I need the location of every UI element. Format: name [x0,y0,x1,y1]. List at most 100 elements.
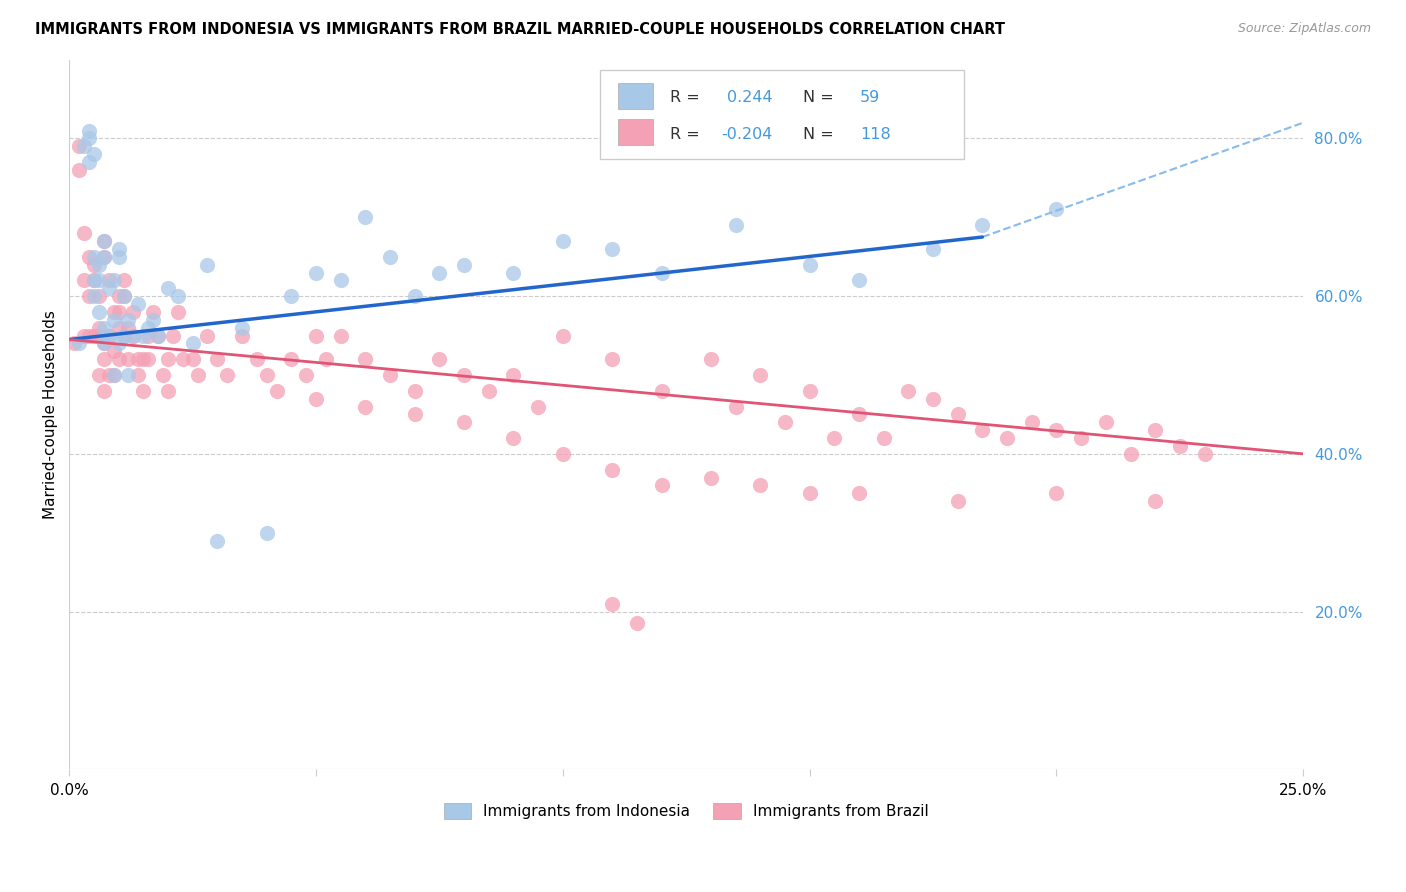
Point [136,352,159,367]
Point [166,289,188,303]
Point [404,384,426,398]
Point [87,368,110,382]
Point [181,336,204,351]
Point [107,320,129,334]
Point [142,305,165,319]
Point [404,408,426,422]
Point [354,400,377,414]
Point [77,250,100,264]
Point [67,139,90,153]
Text: IMMIGRANTS FROM INDONESIA VS IMMIGRANTS FROM BRAZIL MARRIED-COUPLE HOUSEHOLDS CO: IMMIGRANTS FROM INDONESIA VS IMMIGRANTS … [35,22,1005,37]
Point [107,305,129,319]
Point [156,352,179,367]
Point [551,447,574,461]
Point [103,368,125,382]
Point [295,368,318,382]
Text: R =: R = [671,90,704,104]
Point [87,289,110,303]
Point [551,234,574,248]
Point [83,258,105,272]
Point [651,478,673,492]
Point [87,305,110,319]
Point [112,289,135,303]
Point [83,273,105,287]
Point [97,328,120,343]
Point [122,328,145,343]
Point [73,273,96,287]
Point [93,234,115,248]
Point [527,400,550,414]
Point [146,328,169,343]
Point [87,258,110,272]
Point [93,234,115,248]
Point [749,478,772,492]
Point [83,147,105,161]
Point [453,415,475,429]
Point [83,273,105,287]
Point [103,344,125,359]
Point [217,368,239,382]
Point [166,305,188,319]
Point [1045,486,1067,500]
Point [354,211,377,225]
Point [378,368,401,382]
Point [502,266,524,280]
Point [1144,494,1167,508]
Point [651,384,673,398]
Point [93,250,115,264]
Point [152,368,174,382]
Point [107,352,129,367]
Point [107,242,129,256]
Point [848,486,870,500]
Point [87,273,110,287]
Point [93,250,115,264]
Point [117,320,139,334]
Point [600,463,623,477]
Point [354,352,377,367]
Point [773,415,796,429]
Point [156,281,179,295]
Point [256,368,278,382]
Point [922,242,945,256]
Point [799,486,821,500]
Legend: Immigrants from Indonesia, Immigrants from Brazil: Immigrants from Indonesia, Immigrants fr… [437,797,935,825]
Point [946,494,969,508]
Point [107,289,129,303]
Point [1070,431,1092,445]
Point [1144,423,1167,437]
Point [873,431,896,445]
Y-axis label: Married-couple Households: Married-couple Households [44,310,58,519]
Point [162,328,184,343]
Point [142,313,165,327]
Point [93,384,115,398]
Point [1119,447,1142,461]
Text: R =: R = [671,127,700,142]
Point [231,320,253,334]
Point [848,408,870,422]
Text: 59: 59 [860,90,880,104]
Point [749,368,772,382]
Point [922,392,945,406]
Point [600,352,623,367]
Text: 118: 118 [860,127,891,142]
Point [77,131,100,145]
FancyBboxPatch shape [600,70,965,159]
Point [651,266,673,280]
Point [502,431,524,445]
Point [93,336,115,351]
Point [231,328,253,343]
Point [453,368,475,382]
Point [1194,447,1216,461]
Point [83,328,105,343]
Point [156,384,179,398]
Point [67,336,90,351]
Point [315,352,337,367]
Point [127,352,149,367]
Point [103,305,125,319]
Point [97,328,120,343]
Point [73,226,96,240]
FancyBboxPatch shape [619,119,652,145]
Point [97,281,120,295]
Point [103,368,125,382]
Point [305,266,328,280]
